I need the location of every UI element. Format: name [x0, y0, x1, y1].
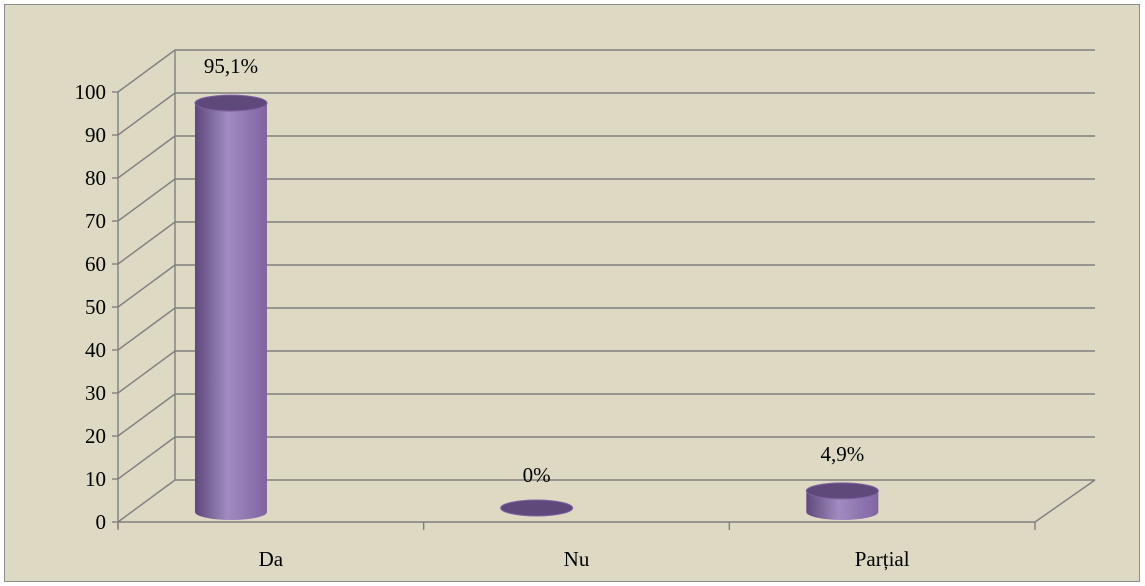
- bar-top: [500, 499, 574, 517]
- side-gridline: [117, 436, 176, 480]
- y-tick-label: 80: [85, 166, 106, 190]
- side-gridline: [117, 92, 176, 136]
- y-tick-label: 30: [85, 381, 106, 405]
- category-label: Nu: [564, 547, 590, 571]
- bar-nu: [500, 499, 574, 517]
- axes: [112, 50, 1096, 530]
- y-tick-label: 40: [85, 338, 106, 362]
- side-gridline: [117, 479, 176, 523]
- y-tick-labels: 0 10 20 30 40 50 60 70 80 90 100: [75, 80, 107, 534]
- side-gridline: [117, 178, 176, 222]
- bar-top: [194, 94, 268, 112]
- category-labels: Da Nu Parțial: [259, 547, 910, 571]
- bar-body: [194, 103, 267, 520]
- side-gridline: [117, 307, 176, 351]
- bar-parțial: [805, 482, 879, 520]
- side-gridline: [117, 135, 176, 179]
- y-tick-label: 0: [96, 510, 107, 534]
- data-label: 95,1%: [204, 54, 258, 78]
- data-label: 4,9%: [820, 442, 864, 466]
- y-tick-label: 60: [85, 252, 106, 276]
- y-tick-label: 70: [85, 209, 106, 233]
- y-tick-label: 10: [85, 467, 106, 491]
- data-labels: 95,1% 0% 4,9%: [204, 54, 864, 487]
- y-tick-label: 20: [85, 424, 106, 448]
- bar-da: [194, 94, 268, 520]
- y-tick-label: 50: [85, 295, 106, 319]
- side-gridline: [117, 264, 176, 308]
- chart-frame: 0 10 20 30 40 50 60 70 80 90 100 Da Nu Parțial 95,1%…: [4, 4, 1140, 582]
- gridlines: [117, 49, 1095, 523]
- y-tick-label: 100: [75, 80, 107, 104]
- data-label: 0%: [523, 463, 551, 487]
- side-gridline: [117, 350, 176, 394]
- bars: [194, 94, 879, 520]
- side-gridline: [117, 393, 176, 437]
- bar-top: [805, 482, 879, 500]
- side-gridline: [117, 49, 176, 93]
- bar-chart: 0 10 20 30 40 50 60 70 80 90 100 Da Nu Parțial 95,1%…: [75, 49, 1096, 571]
- side-gridline: [117, 221, 176, 265]
- y-tick-label: 90: [85, 123, 106, 147]
- floor-right-edge: [1034, 479, 1096, 523]
- category-label: Parțial: [855, 547, 910, 571]
- category-label: Da: [259, 547, 284, 571]
